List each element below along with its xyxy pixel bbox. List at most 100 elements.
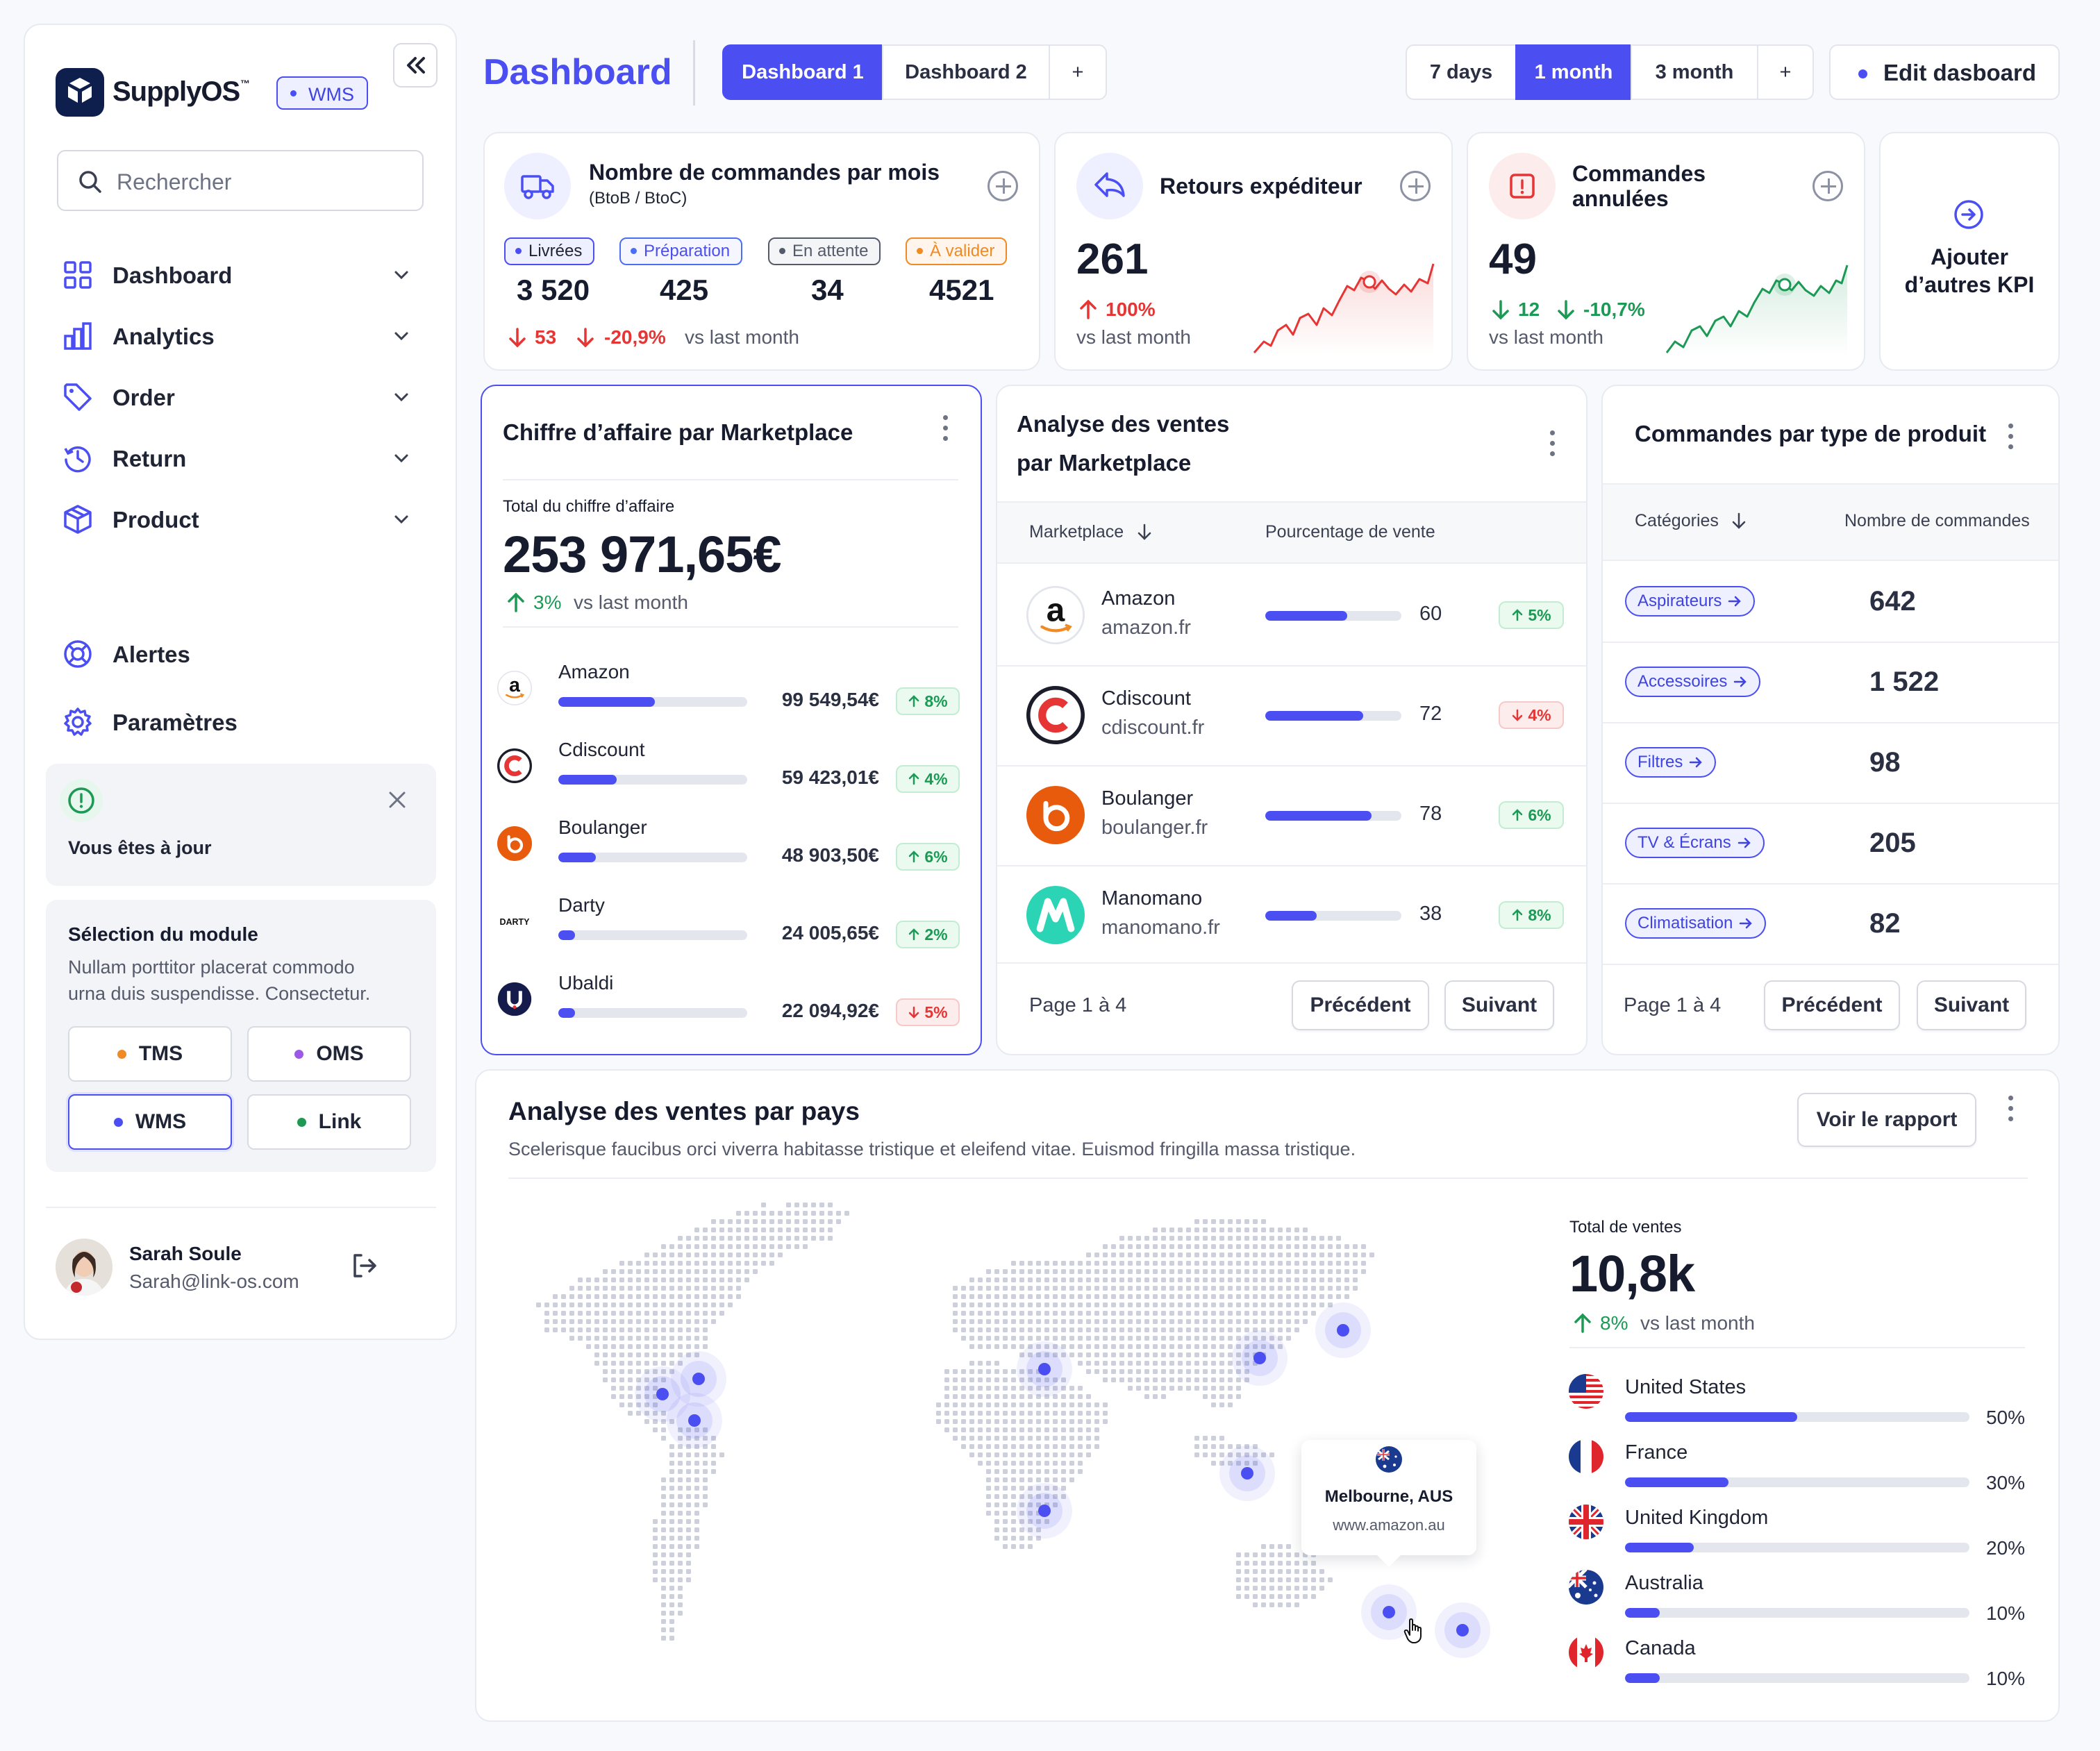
map-hotspot[interactable] bbox=[1435, 1602, 1490, 1658]
map-hotspot[interactable] bbox=[1232, 1330, 1288, 1386]
sidebar-item-label: Alertes bbox=[112, 642, 190, 667]
revenue-row-delta-badge: 6% bbox=[896, 843, 960, 871]
map-hotspot[interactable] bbox=[1315, 1302, 1371, 1358]
map-hotspot[interactable] bbox=[1219, 1446, 1275, 1501]
more-options-icon[interactable] bbox=[943, 415, 949, 446]
sidebar-item-alerts[interactable]: Alertes bbox=[39, 630, 421, 675]
add-kpi-card[interactable] bbox=[1879, 132, 2060, 371]
module-option-tms[interactable]: TMS bbox=[68, 1026, 232, 1082]
sort-down-icon[interactable] bbox=[1731, 511, 1747, 530]
category-pill[interactable]: Filtres bbox=[1625, 747, 1717, 778]
next-button[interactable]: Suivant bbox=[1917, 980, 2026, 1030]
module-option-oms[interactable]: OMS bbox=[247, 1026, 411, 1082]
add-kpi-label: Ajouter bbox=[1931, 244, 2008, 269]
collapse-sidebar-button[interactable] bbox=[393, 43, 438, 87]
wms-dot-icon bbox=[113, 1118, 123, 1127]
close-icon[interactable] bbox=[386, 789, 408, 811]
arrow-down-icon bbox=[1558, 300, 1574, 320]
category-pill[interactable]: Aspirateurs bbox=[1625, 586, 1756, 617]
arrow-right-icon bbox=[1728, 596, 1742, 607]
marketplace-bar bbox=[1265, 711, 1401, 721]
country-bar bbox=[1625, 1673, 1969, 1683]
period-7-days[interactable]: 7 days bbox=[1406, 44, 1517, 100]
search-placeholder: Rechercher bbox=[117, 169, 232, 194]
period-1-month[interactable]: 1 month bbox=[1515, 44, 1632, 100]
map-hotspot[interactable] bbox=[1361, 1584, 1417, 1640]
ubaldi-logo bbox=[497, 982, 532, 1016]
orders-count: 98 bbox=[1869, 747, 1901, 778]
map-hotspot[interactable] bbox=[667, 1393, 722, 1448]
manomano-logo bbox=[1026, 886, 1085, 944]
column-header-marketplace[interactable]: Marketplace bbox=[1029, 522, 1124, 542]
country-pct: 50% bbox=[1985, 1407, 2025, 1428]
revenue-vs: vs last month bbox=[574, 592, 688, 613]
marketplace-domain: boulanger.fr bbox=[1101, 816, 1208, 839]
category-pill[interactable]: TV & Écrans bbox=[1625, 828, 1765, 858]
kpi-orders-delta-count: 53 bbox=[535, 326, 557, 348]
sidebar-item-order[interactable]: Order bbox=[39, 374, 421, 418]
divider bbox=[997, 765, 1586, 766]
divider bbox=[508, 1178, 2028, 1179]
truck-icon bbox=[504, 153, 571, 219]
grid-icon bbox=[64, 261, 92, 289]
status-pill-to-validate: À valider bbox=[906, 237, 1008, 265]
map-hotspot[interactable] bbox=[1017, 1341, 1072, 1397]
add-tab-button[interactable]: + bbox=[1049, 44, 1107, 100]
revenue-row-delta-badge: 5% bbox=[896, 998, 960, 1026]
category-pill[interactable]: Accessoires bbox=[1625, 667, 1761, 697]
kpi-returns-title: Retours expéditeur bbox=[1160, 174, 1362, 199]
map-hotspot[interactable] bbox=[635, 1366, 690, 1422]
add-circle-icon[interactable] bbox=[1812, 171, 1843, 201]
country-name: Canada bbox=[1625, 1637, 1696, 1659]
search-input[interactable]: Rechercher bbox=[57, 150, 424, 211]
add-circle-icon[interactable] bbox=[988, 171, 1018, 201]
more-options-icon[interactable] bbox=[2008, 424, 2014, 454]
avatar[interactable] bbox=[56, 1239, 112, 1296]
revenue-row-name: Ubaldi bbox=[558, 972, 614, 994]
map-hotspot[interactable] bbox=[671, 1351, 726, 1407]
world-map bbox=[536, 1203, 1490, 1658]
sidebar-item-product[interactable]: Product bbox=[39, 496, 421, 540]
tab-dashboard-1[interactable]: Dashboard 1 bbox=[722, 44, 883, 100]
divider bbox=[997, 962, 1586, 964]
previous-button[interactable]: Précédent bbox=[1292, 980, 1429, 1030]
next-button[interactable]: Suivant bbox=[1444, 980, 1554, 1030]
more-options-icon[interactable] bbox=[1550, 430, 1556, 461]
table-row bbox=[1603, 643, 2058, 723]
view-report-button[interactable]: Voir le rapport bbox=[1797, 1093, 1976, 1147]
orders-count: 205 bbox=[1869, 828, 1916, 858]
country-name: Australia bbox=[1625, 1572, 1703, 1594]
user-name: Sarah Soule bbox=[129, 1243, 242, 1264]
sidebar-item-analytics[interactable]: Analytics bbox=[39, 312, 421, 357]
add-period-button[interactable]: + bbox=[1757, 44, 1814, 100]
sidebar-item-return[interactable]: Return bbox=[39, 435, 421, 479]
module-badge: WMS bbox=[276, 76, 368, 110]
previous-button[interactable]: Précédent bbox=[1764, 980, 1900, 1030]
edit-dashboard-button[interactable]: Edit dasboard bbox=[1829, 44, 2060, 100]
return-clock-icon bbox=[64, 446, 91, 473]
check-status-icon bbox=[60, 779, 103, 822]
revenue-row-bar bbox=[558, 853, 747, 862]
country-total-label: Total de ventes bbox=[1569, 1218, 1682, 1237]
column-header-categories[interactable]: Catégories bbox=[1635, 511, 1719, 530]
marketplace-delta-badge: 4% bbox=[1499, 701, 1564, 729]
kpi-cancelled-title: annulées bbox=[1572, 186, 1669, 211]
revenue-row-name: Amazon bbox=[558, 661, 630, 682]
sort-down-icon[interactable] bbox=[1136, 522, 1153, 542]
more-options-icon[interactable] bbox=[2008, 1096, 2014, 1126]
sidebar-item-label: Product bbox=[112, 507, 199, 533]
sidebar-item-settings[interactable]: Paramètres bbox=[39, 698, 421, 743]
sidebar-item-dashboard[interactable]: Dashboard bbox=[39, 251, 421, 296]
arrow-down-icon bbox=[577, 328, 594, 348]
period-3-month[interactable]: 3 month bbox=[1631, 44, 1758, 100]
tab-dashboard-2[interactable]: Dashboard 2 bbox=[882, 44, 1050, 100]
add-circle-icon[interactable] bbox=[1400, 171, 1431, 201]
category-pill[interactable]: Climatisation bbox=[1625, 908, 1767, 939]
column-header-percentage: Pourcentage de vente bbox=[1265, 522, 1435, 542]
module-option-link[interactable]: Link bbox=[247, 1094, 411, 1150]
map-hotspot[interactable] bbox=[1017, 1483, 1072, 1539]
revenue-row-value: 24 005,65€ bbox=[781, 922, 879, 944]
module-option-wms[interactable]: WMS bbox=[68, 1094, 232, 1150]
country-total: 10,8k bbox=[1569, 1245, 1695, 1302]
logout-icon[interactable] bbox=[350, 1251, 379, 1280]
